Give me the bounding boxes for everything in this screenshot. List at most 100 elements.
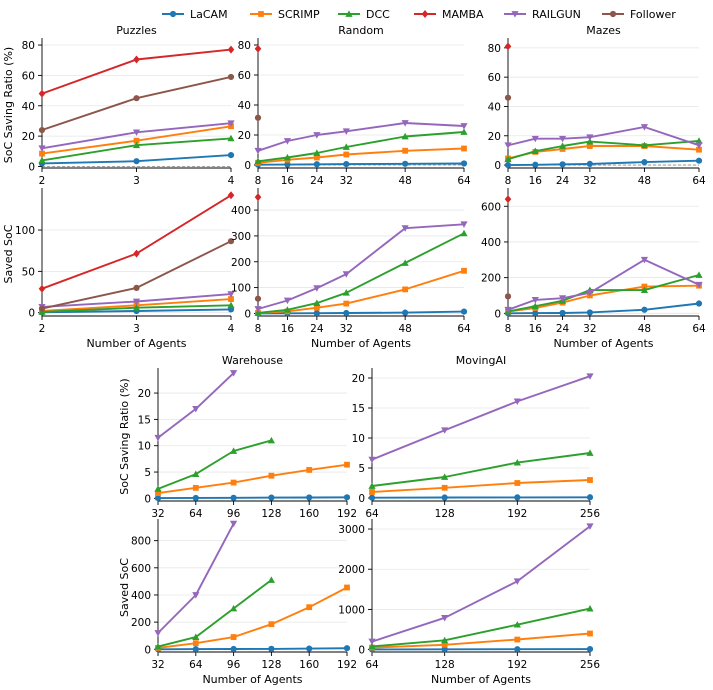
data-point [641, 159, 648, 166]
y-tick-label: 0 [358, 493, 365, 505]
data-point [227, 238, 235, 245]
data-point [133, 158, 140, 165]
series-railgun [254, 120, 468, 155]
series-line [157, 439, 272, 490]
data-point [559, 161, 566, 168]
x-tick-label: 128 [261, 508, 281, 520]
series-railgun [368, 373, 594, 464]
data-point [514, 480, 521, 486]
panel-title: Puzzles [116, 24, 157, 37]
series-follower [38, 238, 235, 312]
y-tick-label: 0 [494, 308, 501, 320]
legend-item-railgun: RAILGUN [504, 8, 581, 21]
panel-saved-soc-8: 0 200 400 600 800 32 64 96 128 160 192 Number of Ag… [118, 519, 357, 686]
x-tick-label: 64 [189, 659, 203, 671]
data-point [532, 161, 539, 168]
data-point [227, 45, 235, 54]
y-tick-label: 200 [131, 617, 151, 629]
data-point [368, 456, 376, 464]
x-tick-label: 96 [227, 508, 241, 520]
data-point [192, 494, 199, 502]
data-point [368, 642, 376, 650]
x-tick-label: 48 [638, 175, 651, 187]
legend-item-follower: Follower [602, 8, 676, 21]
data-point [284, 161, 291, 168]
data-point [342, 128, 350, 135]
data-point [695, 281, 703, 289]
x-tick-label: 8 [255, 175, 262, 187]
series-line [257, 223, 465, 310]
series-mamba [38, 191, 235, 293]
panel-title: Random [338, 24, 384, 37]
y-tick-label: 60 [238, 70, 251, 82]
data-point [586, 646, 594, 653]
data-point [641, 306, 648, 313]
y-tick-label: 20 [238, 130, 251, 142]
data-point [441, 494, 448, 501]
data-point [192, 484, 199, 491]
panel-title: Warehouse [222, 354, 283, 367]
data-point [283, 306, 292, 313]
data-point [344, 584, 350, 591]
data-point [586, 523, 594, 530]
panel-saved-soc-9: 0 1000 2000 3000 64 128 192 256 Number of Agents [338, 519, 600, 686]
data-point [133, 249, 140, 258]
data-point [696, 146, 702, 153]
legend-label: RAILGUN [532, 8, 581, 21]
x-tick-label: 4 [228, 175, 235, 187]
data-point [192, 405, 200, 413]
series-railgun [504, 124, 703, 149]
series-mamba [254, 193, 262, 202]
data-point [228, 296, 234, 302]
data-point [267, 436, 275, 444]
series-mamba [254, 44, 262, 53]
x-tick-label: 8 [505, 175, 512, 187]
data-point [38, 126, 46, 134]
data-point [558, 135, 567, 143]
legend-marker [345, 10, 353, 17]
data-point [192, 640, 199, 647]
data-point [254, 44, 262, 53]
data-point [368, 482, 376, 489]
data-point [558, 142, 567, 149]
data-point [460, 229, 468, 237]
data-point [227, 73, 235, 81]
data-point [695, 271, 703, 278]
data-point [441, 636, 449, 644]
legend-item-lacam: LaCAM [162, 8, 228, 21]
y-tick-label: 20 [352, 373, 365, 385]
series-lacam [368, 494, 594, 501]
data-point [230, 447, 238, 454]
data-point [38, 89, 46, 98]
series-lacam [254, 160, 468, 168]
panel-saved-soc-3: 0 50 100 2 3 4 Number of Agents Saved SoC [2, 188, 235, 350]
data-point [460, 221, 468, 228]
data-point [460, 308, 468, 315]
series-dcc [368, 604, 594, 650]
data-point [695, 142, 703, 149]
series-dcc [504, 137, 703, 163]
data-point [230, 604, 238, 612]
data-point [313, 161, 320, 168]
y-tick-label: 80 [238, 40, 251, 52]
y-tick-label: 400 [131, 590, 151, 602]
x-tick-label: 192 [337, 508, 357, 520]
data-point [695, 157, 703, 164]
data-point [230, 370, 238, 377]
x-tick-label: 128 [435, 659, 455, 671]
series-line [257, 232, 465, 314]
series-line [257, 131, 465, 163]
data-point [254, 157, 262, 165]
series-scrimp [369, 477, 593, 495]
panel-puzzles: 0 20 40 60 80 2 3 4 Puzzles SoC Saving Ratio (%) [2, 24, 235, 187]
x-tick-label: 192 [337, 659, 357, 671]
y-tick-label: 10 [138, 441, 151, 453]
y-tick-label: 200 [231, 257, 251, 269]
legend: LaCAM SCRIMP DCC MAMBA RAILGUN Follower [162, 8, 676, 21]
x-tick-label: 4 [228, 323, 235, 335]
legend-label: MAMBA [442, 8, 484, 21]
series-follower [504, 94, 512, 101]
legend-item-dcc: DCC [338, 8, 390, 21]
data-point [586, 604, 594, 612]
